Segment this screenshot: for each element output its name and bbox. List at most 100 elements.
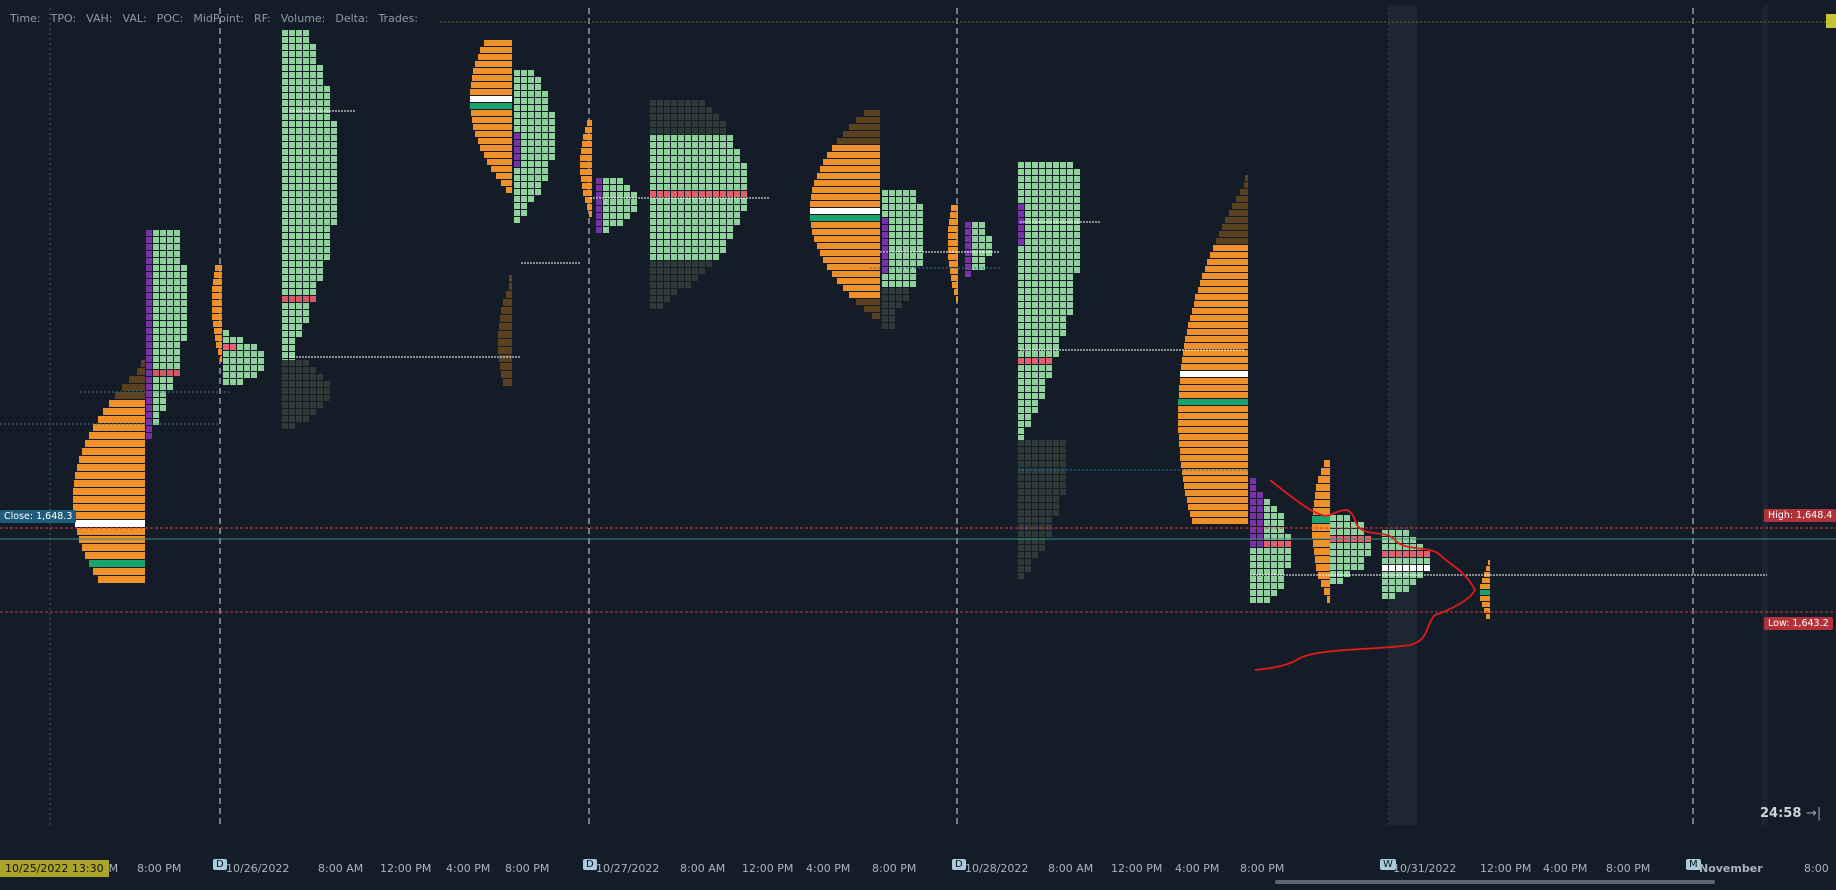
tpo-cell [1032, 545, 1038, 551]
scroll-to-end-icon[interactable]: →| [1806, 806, 1822, 821]
tpo-cell [521, 210, 527, 216]
tpo-cell [317, 79, 323, 85]
tpo-cell [146, 258, 152, 264]
volume-bar [817, 173, 880, 179]
tpo-cell [317, 233, 323, 239]
tpo-cell [1025, 211, 1031, 217]
tpo-cell [720, 226, 726, 232]
tpo-cell [237, 379, 243, 385]
tpo-cell [1025, 421, 1031, 427]
tpo-cell [146, 237, 152, 243]
tpo-cell [310, 93, 316, 99]
tpo-cell [153, 272, 159, 278]
tpo-cell [910, 281, 916, 287]
volume-bar [582, 183, 592, 189]
tpo-cell [1053, 162, 1059, 168]
tpo-cell [303, 261, 309, 267]
tpo-cell [1417, 544, 1423, 550]
tpo-cell [1032, 309, 1038, 315]
tpo-cell [1025, 468, 1031, 474]
tpo-cell [282, 156, 288, 162]
volume-bar [1314, 548, 1330, 555]
tpo-cell [282, 338, 288, 344]
tpo-cell [1032, 337, 1038, 343]
tpo-cell [889, 274, 895, 280]
volume-bar [509, 275, 512, 282]
tpo-cell [896, 246, 902, 252]
volume-bar [1183, 476, 1248, 482]
tpo-cell [671, 163, 677, 169]
tpo-cell [1053, 183, 1059, 189]
tpo-cell [1060, 169, 1066, 175]
tpo-cell [1257, 583, 1263, 589]
tpo-cell [706, 198, 712, 204]
tpo-cell [303, 30, 309, 36]
tpo-cell [1410, 537, 1416, 543]
tpo-cell [1074, 267, 1080, 273]
tpo-cell [699, 233, 705, 239]
tpo-cell [1358, 564, 1364, 570]
tpo-cell [657, 205, 663, 211]
tpo-cell [1067, 260, 1073, 266]
tpo-cell [1250, 569, 1256, 575]
tpo-cell [1382, 579, 1388, 585]
tpo-cell [317, 212, 323, 218]
tpo-cell [282, 135, 288, 141]
tpo-cell [917, 232, 923, 238]
tpo-cell [296, 331, 302, 337]
tpo-cell [289, 409, 295, 415]
tpo-cell [303, 107, 309, 113]
tpo-cell [303, 100, 309, 106]
tpo-cell [282, 296, 288, 302]
tpo-cell [535, 98, 541, 104]
tpo-cell [692, 219, 698, 225]
price-marker-tag [1826, 14, 1836, 28]
tpo-cell [1018, 365, 1024, 371]
tpo-cell [160, 321, 166, 327]
tpo-cell [1018, 475, 1024, 481]
tpo-cell [1018, 468, 1024, 474]
tpo-cell [699, 191, 705, 197]
tpo-cell [734, 198, 740, 204]
tpo-cell [535, 189, 541, 195]
volume-bar [1190, 511, 1248, 517]
tpo-cell [650, 149, 656, 155]
tpo-cell [167, 237, 173, 243]
volume-bar [820, 166, 880, 172]
volume-bar [1178, 399, 1248, 405]
tpo-cell [1046, 351, 1052, 357]
tpo-cell [331, 149, 337, 155]
tpo-cell [317, 121, 323, 127]
tpo-cell [230, 351, 236, 357]
tpo-cell [146, 433, 152, 439]
tpo-cell [181, 328, 187, 334]
tpo-cell [303, 268, 309, 274]
tpo-cell [657, 135, 663, 141]
tpo-cell [706, 191, 712, 197]
tpo-cell [289, 324, 295, 330]
volume-bar [501, 371, 512, 378]
tpo-cell [979, 229, 985, 235]
tpo-cell [310, 409, 316, 415]
tpo-cell [1403, 579, 1409, 585]
tpo-cell [1067, 302, 1073, 308]
tpo-cell [303, 86, 309, 92]
tpo-cell [685, 114, 691, 120]
tpo-cell [706, 142, 712, 148]
tpo-cell [167, 258, 173, 264]
tpo-cell [650, 247, 656, 253]
tpo-cell [1039, 204, 1045, 210]
horizontal-scrollbar[interactable] [1275, 880, 1715, 884]
tpo-cell [1053, 496, 1059, 502]
tpo-cell [678, 128, 684, 134]
tpo-cell [1053, 503, 1059, 509]
tpo-cell [896, 218, 902, 224]
tpo-cell [1039, 197, 1045, 203]
tpo-cell [1032, 183, 1038, 189]
tpo-cell [1025, 489, 1031, 495]
tpo-cell [727, 198, 733, 204]
volume-bar [956, 296, 958, 302]
tpo-cell [678, 219, 684, 225]
